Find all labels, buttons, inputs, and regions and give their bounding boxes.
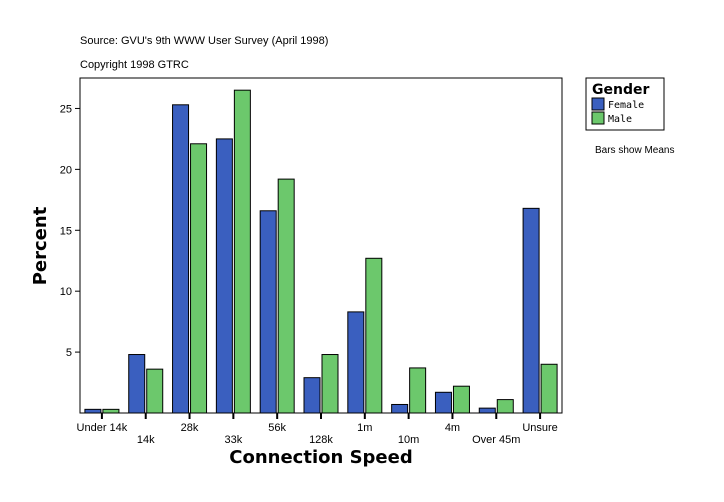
legend-swatch-female: [591, 97, 605, 111]
copyright-text: Copyright 1998 GTRC: [80, 59, 189, 71]
x-tick-label: 56k: [268, 422, 286, 434]
legend-label-female: Female: [608, 100, 644, 111]
y-axis: 5 10 15 20 25: [60, 103, 80, 359]
x-tick-label: 128k: [309, 434, 333, 446]
bar-female-28k: [172, 104, 190, 414]
x-tick-label: 33k: [224, 434, 242, 446]
plot-area: [79, 77, 563, 414]
y-tick-label: 15: [60, 225, 72, 237]
x-axis: Under 14k 14k 28k 33k 56k 128k 1m 10m 4m Over 45m…: [77, 413, 558, 446]
bar-male-under-14k: [102, 408, 120, 414]
bars: [84, 89, 558, 414]
bar-male-10m: [409, 367, 427, 414]
bar-male-128k: [321, 354, 339, 414]
x-tick-label: 10m: [398, 434, 419, 446]
x-tick-label: 4m: [445, 422, 460, 434]
legend-swatch-male: [591, 111, 605, 125]
bar-female-over-45m: [478, 407, 496, 414]
legend: Gender Female Male: [585, 77, 665, 131]
bar-male-28k: [190, 143, 208, 414]
bar-male-33k: [233, 89, 251, 414]
bar-male-4m: [452, 385, 470, 414]
bar-male-unsure: [540, 363, 558, 414]
bar-female-under-14k: [84, 408, 102, 414]
y-tick-label: 10: [60, 286, 72, 298]
y-tick-label: 5: [66, 347, 72, 359]
legend-label-male: Male: [608, 114, 632, 125]
bar-female-56k: [259, 210, 277, 414]
bar-male-1m: [365, 257, 383, 414]
bar-male-14k: [146, 368, 164, 414]
bar-female-1m: [347, 311, 365, 414]
source-text: Source: GVU's 9th WWW User Survey (April…: [80, 35, 328, 47]
x-tick-label: Over 45m: [472, 434, 520, 446]
bar-female-33k: [215, 138, 233, 414]
bar-male-over-45m: [496, 399, 514, 414]
bar-female-4m: [434, 391, 452, 414]
y-axis-title: Percent: [30, 206, 51, 285]
y-tick-label: 20: [60, 164, 72, 176]
x-axis-title: Connection Speed: [229, 447, 412, 468]
bar-female-128k: [303, 377, 321, 414]
x-tick-label: Unsure: [522, 422, 557, 434]
bar-female-unsure: [522, 207, 540, 414]
bar-female-14k: [128, 354, 146, 414]
x-tick-label: Under 14k: [77, 422, 128, 434]
x-tick-label: 28k: [181, 422, 199, 434]
x-tick-label: 14k: [137, 434, 155, 446]
bar-female-10m: [391, 403, 409, 414]
y-tick-label: 25: [60, 103, 72, 115]
bars-note: Bars show Means: [595, 145, 674, 156]
x-tick-label: 1m: [357, 422, 372, 434]
bar-male-56k: [277, 178, 295, 414]
legend-title: Gender: [592, 82, 649, 98]
